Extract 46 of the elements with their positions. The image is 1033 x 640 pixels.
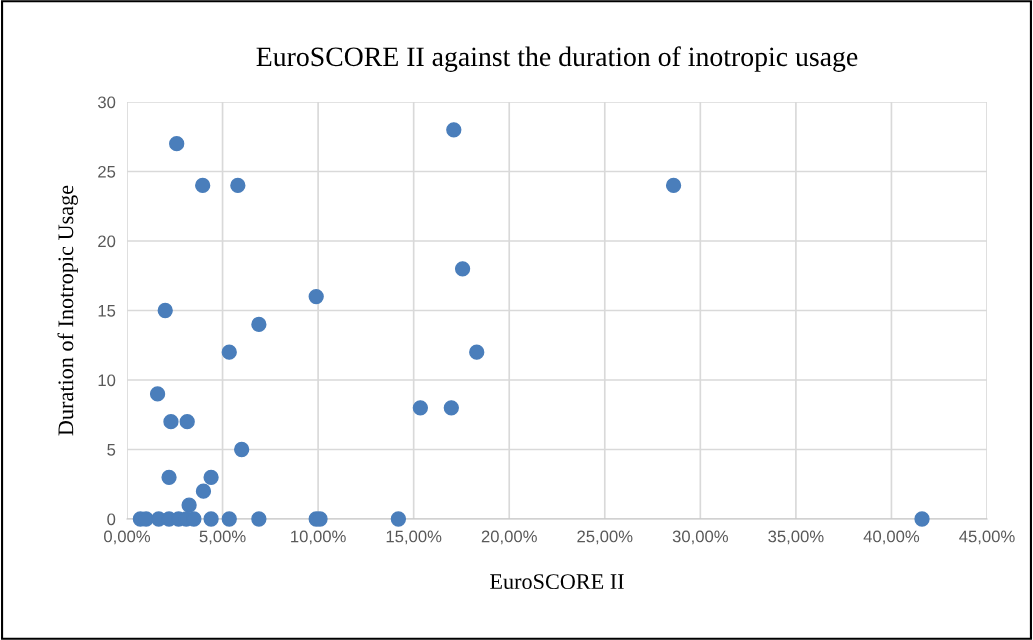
point bbox=[179, 414, 195, 430]
point bbox=[234, 441, 250, 458]
x-tick-label: 25,00% bbox=[577, 530, 633, 545]
point bbox=[195, 483, 212, 499]
x-tick-label: 10,00% bbox=[291, 530, 346, 545]
y-tick-label: 5 bbox=[107, 444, 116, 456]
x-tick-label: 35,00% bbox=[768, 530, 824, 545]
point bbox=[230, 177, 246, 194]
x-tick-label: 0,00% bbox=[104, 530, 151, 545]
point bbox=[149, 386, 166, 402]
point bbox=[221, 511, 237, 527]
point bbox=[665, 177, 682, 194]
point bbox=[221, 344, 237, 360]
y-tick-label: 0 bbox=[107, 513, 116, 526]
y-tick-label: 25 bbox=[98, 165, 116, 178]
y-axis-title: Duration of Inotropic Usage bbox=[57, 185, 78, 436]
chart-title: EuroSCORE II against the duration of inotropic usage bbox=[256, 46, 858, 72]
point bbox=[161, 469, 177, 485]
y-tick-label: 15 bbox=[98, 305, 116, 317]
x-tick-label: 30,00% bbox=[672, 530, 729, 545]
point bbox=[203, 469, 219, 485]
point bbox=[251, 511, 267, 527]
x-tick-label: 15,00% bbox=[386, 530, 442, 545]
point bbox=[308, 288, 324, 305]
point bbox=[203, 511, 219, 527]
y-tick-label: 30 bbox=[97, 96, 116, 109]
x-tick-label: 5,00% bbox=[199, 530, 246, 545]
point bbox=[412, 400, 428, 416]
point bbox=[914, 511, 930, 527]
y-tick-label: 10 bbox=[98, 374, 116, 387]
point bbox=[163, 414, 179, 430]
point bbox=[251, 316, 267, 333]
point bbox=[446, 122, 462, 138]
point bbox=[454, 261, 471, 277]
point bbox=[157, 302, 173, 319]
point bbox=[195, 177, 211, 194]
point bbox=[443, 400, 459, 416]
x-axis-title: EuroSCORE II bbox=[490, 574, 624, 590]
point bbox=[169, 136, 185, 152]
y-tick-label: 20 bbox=[98, 235, 116, 248]
point bbox=[390, 511, 407, 527]
x-tick-label: 45,00% bbox=[959, 530, 1015, 545]
x-tick-label: 40,00% bbox=[863, 530, 920, 545]
point bbox=[181, 497, 197, 513]
x-tick-label: 20,00% bbox=[481, 530, 537, 545]
point bbox=[469, 344, 485, 360]
